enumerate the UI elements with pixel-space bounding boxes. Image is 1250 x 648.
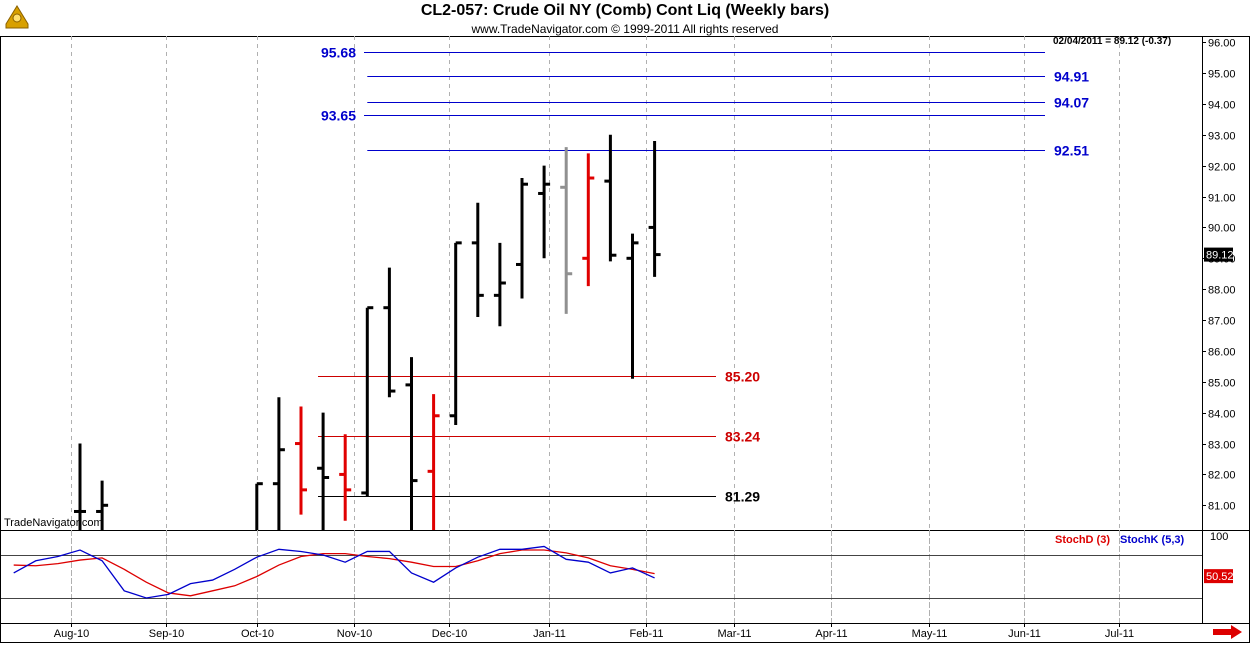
- level-lines: [318, 52, 1045, 497]
- level-label: 94.07: [1054, 95, 1089, 111]
- level-label: 85.20: [725, 369, 760, 385]
- stoch-y-tick-label: 100: [1210, 531, 1228, 543]
- ohlc-bar: [339, 434, 352, 521]
- stoch-current-box: [1204, 569, 1233, 584]
- stoch-legend: StochD (3) StochK (5,3): [1055, 534, 1185, 546]
- stoch-current-label: 50.52: [1206, 571, 1234, 583]
- y-tick-label: 87.00: [1208, 316, 1236, 328]
- chart-title: CL2-057: Crude Oil NY (Comb) Cont Liq (W…: [420, 2, 830, 19]
- price-bars: [74, 134, 661, 530]
- tradenavigator-logo-icon: [3, 2, 31, 35]
- y-tick-label: 86.00: [1208, 347, 1236, 359]
- x-tick-label: May-11: [912, 628, 948, 640]
- y-tick-label: 81.00: [1208, 501, 1236, 513]
- ohlc-bar: [74, 443, 86, 530]
- month-grid: Aug-10 Sep-10 Oct-10 Nov-10 Dec-10 Jan-11 Feb-…: [54, 36, 1134, 640]
- x-tick-label: Jul-11: [1105, 628, 1134, 640]
- last-bar-readout: 02/04/2011 = 89.12 (-0.37): [1053, 36, 1172, 47]
- ohlc-bar: [449, 241, 462, 426]
- ohlc-bar: [272, 397, 285, 530]
- ohlc-bar: [317, 412, 330, 530]
- stoch-line: [13, 545, 655, 599]
- ohlc-bar: [648, 140, 661, 277]
- y-tick-label: 93.00: [1208, 131, 1236, 143]
- ohlc-bar: [96, 480, 109, 530]
- level-label: 92.51: [1054, 143, 1089, 159]
- price-axis: 81.00 82.00 83.00 84.00 85.00 86.00 87.00 88.00…: [1202, 38, 1236, 513]
- ohlc-bar: [471, 202, 484, 317]
- chart-subtitle: www.TradeNavigator.com © 1999-2011 All r…: [471, 22, 779, 36]
- stoch-axis: 100 50.52: [1204, 531, 1234, 584]
- ohlc-bar: [538, 165, 551, 259]
- ohlc-bar: [493, 242, 506, 327]
- ohlc-bar: [560, 147, 573, 314]
- y-tick-label: 83.00: [1208, 440, 1236, 452]
- legend-stochd: StochD (3): [1055, 534, 1110, 546]
- chart-frame: [0, 36, 1250, 643]
- ohlc-bar: [626, 233, 639, 379]
- legend-stochk: StochK (5,3): [1120, 534, 1185, 546]
- y-tick-label: 92.00: [1208, 162, 1236, 174]
- ohlc-bar: [255, 482, 263, 530]
- ohlc-bar: [383, 267, 396, 398]
- ohlc-bar: [604, 134, 617, 262]
- level-label: 81.29: [725, 489, 760, 505]
- ohlc-bar: [427, 394, 440, 530]
- stoch-line: [13, 549, 655, 597]
- y-tick-label: 90.00: [1208, 223, 1236, 235]
- level-label: 94.91: [1054, 69, 1089, 85]
- y-tick-label: 82.00: [1208, 470, 1236, 482]
- current-price-box: [1204, 247, 1233, 262]
- x-tick-label: Jun-11: [1008, 628, 1041, 640]
- stoch-panel: [1, 545, 1202, 599]
- x-tick-label: Nov-10: [337, 628, 372, 640]
- y-tick-label: 85.00: [1208, 378, 1236, 390]
- ohlc-bar: [361, 306, 374, 497]
- y-tick-label: 95.00: [1208, 69, 1236, 81]
- ohlc-bar: [516, 178, 528, 299]
- current-price-label: 89.12: [1206, 250, 1234, 262]
- level-labels: 95.68 94.91 94.07 93.65 92.51 85.20 83.24 81.29: [321, 45, 1089, 505]
- x-tick-label: Mar-11: [717, 628, 751, 640]
- x-tick-label: Dec-10: [432, 628, 467, 640]
- x-tick-label: Oct-10: [241, 628, 274, 640]
- x-tick-label: Aug-10: [54, 628, 89, 640]
- x-tick-label: Jan-11: [533, 628, 566, 640]
- y-tick-label: 84.00: [1208, 409, 1236, 421]
- watermark-label: TradeNavigator.com: [4, 517, 103, 529]
- ohlc-bar: [405, 357, 418, 530]
- x-tick-label: Apr-11: [815, 628, 847, 640]
- level-label: 95.68: [321, 45, 356, 61]
- level-label: 93.65: [321, 108, 356, 124]
- ohlc-bar: [582, 153, 595, 287]
- ohlc-bar: [295, 406, 307, 515]
- x-tick-label: Sep-10: [149, 628, 184, 640]
- y-tick-label: 94.00: [1208, 100, 1236, 112]
- y-tick-label: 88.00: [1208, 285, 1236, 297]
- y-tick-label: 96.00: [1208, 38, 1236, 50]
- x-tick-label: Feb-11: [629, 628, 663, 640]
- y-tick-label: 91.00: [1208, 193, 1236, 205]
- scroll-right-arrow-icon[interactable]: [1213, 625, 1243, 644]
- level-label: 83.24: [725, 429, 760, 445]
